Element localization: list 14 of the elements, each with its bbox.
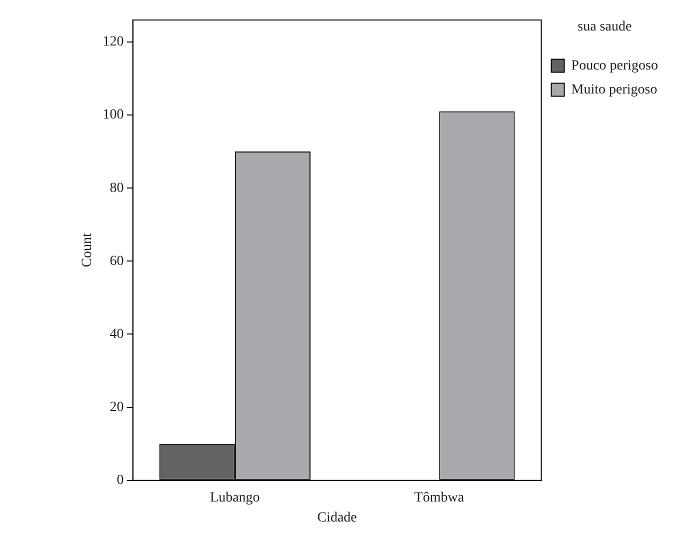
- legend-label: Pouco perigoso: [571, 58, 658, 74]
- y-tick-label: 120: [102, 34, 124, 50]
- x-axis-title: Cidade: [317, 510, 357, 526]
- y-tick-label: 60: [110, 254, 124, 269]
- y-tick-label: 0: [116, 473, 124, 488]
- x-tick-label: Lubango: [210, 490, 260, 506]
- y-tick-label: 100: [102, 108, 124, 123]
- y-tick-label: 80: [110, 180, 124, 196]
- legend-label: Muito perigoso: [571, 82, 658, 98]
- y-axis-title: Count: [80, 232, 96, 268]
- legend-title: sua saude: [578, 20, 632, 35]
- y-tick-label: 40: [110, 326, 124, 342]
- y-tick-label: 20: [110, 400, 124, 415]
- x-tick-label: Tômbwa: [414, 490, 465, 506]
